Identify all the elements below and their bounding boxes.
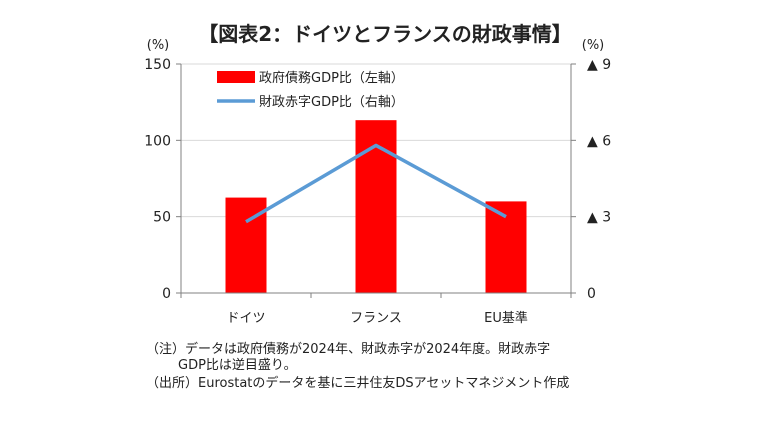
left-tick-label: 50: [153, 210, 171, 226]
x-tick-label: フランス: [350, 311, 402, 326]
legend-swatch-debt: [217, 71, 255, 83]
legend-label-deficit: 財政赤字GDP比（右軸）: [259, 95, 404, 110]
bar-1: [355, 120, 397, 293]
x-tick-label: ドイツ: [226, 311, 265, 326]
note-line-1: （注）データは政府債務が2024年、財政赤字が2024年度。財政赤字: [146, 342, 551, 357]
axes: 0 50 100 150 0 ▲ 3 ▲ 6 ▲ 9 (%) (%) ドイツ フランス EU基準: [144, 38, 611, 326]
note-line-2: GDP比は逆目盛り。: [178, 358, 297, 373]
line-series: [245, 143, 507, 224]
legend-label-debt: 政府債務GDP比（左軸）: [259, 71, 404, 86]
left-tick-label: 150: [144, 57, 171, 73]
right-tick-label: ▲ 9: [587, 57, 611, 73]
right-tick-label: ▲ 6: [587, 133, 611, 149]
legend: 政府債務GDP比（左軸） 財政赤字GDP比（右軸）: [217, 71, 404, 110]
left-unit-label: (%): [147, 38, 170, 53]
left-tick-label: 0: [162, 286, 171, 302]
right-tick-label: ▲ 3: [587, 210, 611, 226]
chart-title: 【図表2：ドイツとフランスの財政事情】: [198, 22, 572, 46]
right-tick-label: 0: [587, 286, 596, 302]
x-tick-label: EU基準: [484, 310, 528, 326]
bar-series: [225, 120, 527, 293]
right-unit-label: (%): [582, 38, 605, 53]
left-tick-label: 100: [144, 133, 171, 149]
source-line: （出所）Eurostatのデータを基に三井住友DSアセットマネジメント作成: [146, 376, 570, 391]
